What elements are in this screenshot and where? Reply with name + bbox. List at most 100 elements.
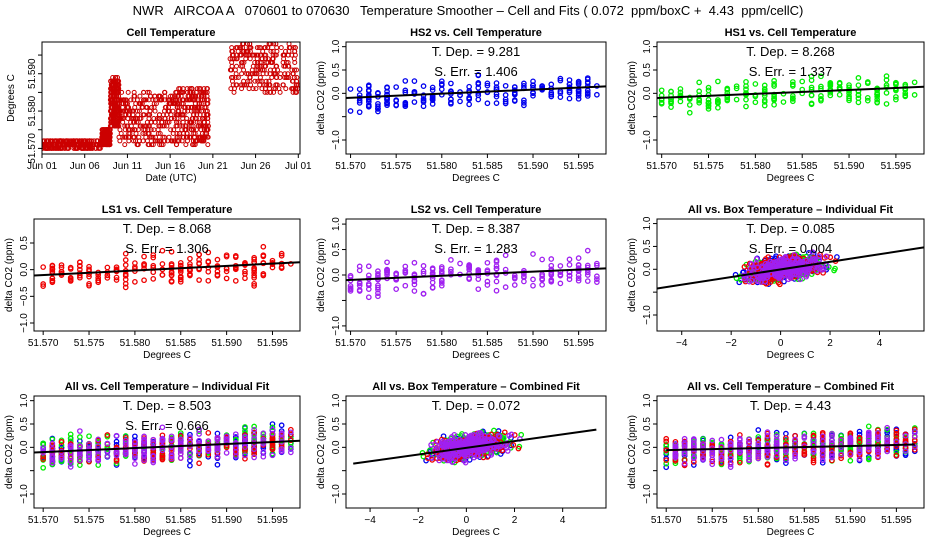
data-point [214, 447, 221, 454]
data-point [438, 268, 445, 275]
data-point [402, 99, 409, 106]
x-tick-label: 51.590 [518, 161, 549, 172]
data-point [144, 89, 150, 95]
data-point [893, 79, 899, 86]
data-point [184, 116, 190, 122]
data-point [760, 273, 766, 280]
data-point [158, 97, 164, 103]
y-tick-label: 0.5 [19, 417, 30, 431]
data-point [448, 266, 454, 273]
data-point [169, 116, 175, 122]
plot-frame [33, 218, 301, 332]
x-tick-label: 51.575 [74, 515, 105, 526]
y-tick-label: 0.5 [642, 239, 653, 253]
data-point [530, 82, 536, 89]
panel-title: All vs. Box Temperature – Combined Fit [372, 381, 580, 393]
data-point [823, 253, 830, 260]
data-point [484, 282, 491, 288]
data-point [375, 105, 381, 112]
data-point [384, 266, 390, 273]
data-point [365, 103, 372, 110]
x-tick-label: Jun 01 [27, 161, 57, 172]
data-point [205, 277, 212, 284]
x-tick-label: 51.580 [120, 338, 151, 349]
data-point [117, 108, 123, 114]
data-point [49, 440, 56, 447]
data-point [594, 273, 600, 280]
data-point [260, 243, 267, 250]
data-point [502, 82, 509, 89]
data-point [356, 109, 363, 116]
data-point [122, 134, 128, 140]
x-tick-label: 51.570 [646, 161, 677, 172]
data-point [159, 435, 166, 442]
data-point [268, 89, 274, 95]
data-point [818, 96, 824, 102]
data-point [273, 63, 279, 69]
data-point [864, 79, 871, 85]
data-point [242, 455, 248, 462]
data-point [511, 272, 518, 279]
data-point [715, 100, 721, 107]
data-point [266, 82, 272, 88]
points [42, 42, 300, 151]
data-point [292, 48, 298, 54]
x-tick-label: 51.590 [834, 161, 865, 172]
data-point [393, 270, 400, 277]
data-point [282, 71, 288, 77]
data-point [241, 67, 247, 73]
data-point [168, 278, 175, 284]
data-point [168, 452, 175, 459]
data-point [86, 456, 92, 463]
data-point [874, 99, 881, 106]
data-point [134, 108, 140, 114]
data-point [846, 95, 852, 102]
data-point [575, 90, 582, 97]
data-point [86, 441, 92, 447]
annotation: S. Err. = 0.666 [125, 418, 208, 433]
data-point [484, 82, 491, 89]
data-point [484, 259, 491, 266]
data-point [816, 257, 823, 263]
data-point [724, 97, 731, 104]
data-point [724, 85, 731, 92]
data-point [855, 82, 862, 89]
data-point [557, 263, 564, 269]
data-point [251, 256, 257, 263]
data-point [232, 278, 239, 284]
data-point [58, 455, 65, 462]
data-point [686, 109, 693, 116]
data-point [180, 101, 186, 107]
data-point [289, 67, 295, 73]
data-point [278, 422, 285, 429]
data-point [86, 280, 92, 287]
data-point [262, 89, 268, 95]
data-point [77, 457, 83, 464]
data-point [242, 433, 248, 440]
data-point [104, 272, 111, 279]
data-point [789, 95, 796, 102]
data-point [205, 268, 212, 275]
y-axis-label: delta CO2 (ppm) [316, 238, 327, 312]
data-point [251, 426, 257, 433]
data-point [575, 78, 582, 85]
data-point [287, 429, 294, 436]
data-point [393, 84, 400, 90]
data-point [177, 260, 184, 266]
data-point [122, 276, 129, 283]
data-point [177, 276, 184, 283]
data-point [117, 116, 123, 122]
data-point [752, 92, 759, 98]
data-point [125, 104, 131, 110]
data-point [902, 93, 909, 100]
data-point [251, 280, 257, 287]
data-point [411, 281, 418, 288]
data-point [197, 134, 203, 140]
data-point [365, 272, 372, 279]
data-point [149, 142, 155, 148]
data-point [796, 259, 803, 266]
data-point [438, 280, 445, 286]
data-point [155, 130, 161, 136]
data-point [733, 85, 740, 92]
data-point [557, 77, 564, 84]
